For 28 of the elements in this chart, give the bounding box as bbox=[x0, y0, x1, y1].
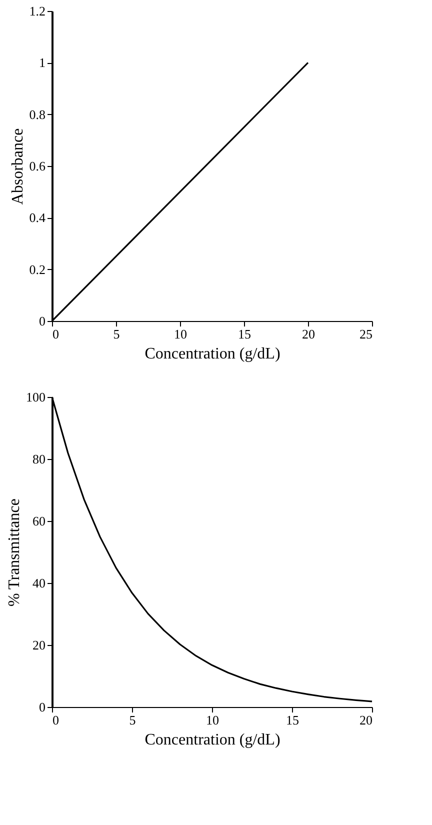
y-tick-label: 60 bbox=[32, 514, 46, 528]
y-tick-label: 0.6 bbox=[29, 158, 46, 174]
x-tick-label: 0 bbox=[52, 712, 59, 728]
x-tick-label: 20 bbox=[302, 326, 315, 342]
x-tick-label: 5 bbox=[129, 712, 136, 728]
y-tick-label: 100 bbox=[26, 390, 46, 404]
y-tick-label: 0.4 bbox=[29, 210, 46, 226]
x-tick-label: 0 bbox=[52, 326, 59, 342]
y-tick-label: 0.8 bbox=[29, 106, 46, 122]
y-tick-label: 20 bbox=[32, 638, 46, 652]
x-tick-label: 25 bbox=[360, 326, 372, 342]
x-axis-title: Concentration (g/dL) bbox=[144, 732, 280, 748]
x-tick-label: 5 bbox=[113, 326, 120, 342]
y-tick-label: 0.2 bbox=[29, 262, 46, 277]
y-tick-label: 40 bbox=[32, 576, 46, 590]
y-tick-label: 1.2 bbox=[29, 4, 46, 18]
x-tick-label: 20 bbox=[360, 712, 372, 728]
x-tick-label: 10 bbox=[174, 326, 187, 342]
x-tick-label: 15 bbox=[238, 326, 251, 342]
y-tick-label: 0 bbox=[39, 314, 46, 328]
y-axis-title: Absorbance bbox=[9, 128, 26, 205]
x-tick-label: 15 bbox=[286, 712, 299, 728]
x-axis-title: Concentration (g/dL) bbox=[144, 346, 280, 362]
y-axis-title: % Transmittance bbox=[6, 498, 23, 606]
x-tick-label: 10 bbox=[206, 712, 219, 728]
y-tick-label: 1 bbox=[39, 55, 46, 70]
y-tick-label: 80 bbox=[32, 452, 46, 466]
y-tick-label: 0 bbox=[39, 700, 46, 714]
